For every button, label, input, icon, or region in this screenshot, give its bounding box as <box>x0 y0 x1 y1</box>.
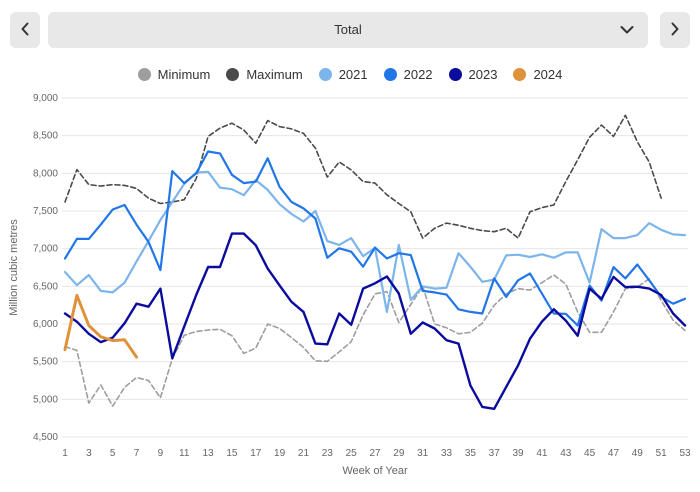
x-axis-tick-label: 11 <box>179 448 190 459</box>
x-axis-tick-label: 23 <box>322 448 334 459</box>
x-axis-tick-label: 25 <box>346 448 358 459</box>
legend-item-2023[interactable]: 2023 <box>448 66 498 82</box>
y-axis-tick-label: 8,000 <box>33 168 58 179</box>
chevron-right-icon <box>671 22 679 39</box>
y-axis-tick-label: 5,500 <box>33 357 58 368</box>
x-axis-tick-label: 5 <box>110 448 116 459</box>
x-axis-tick-label: 3 <box>86 448 92 459</box>
legend-marker-icon <box>226 67 240 81</box>
y-axis-tick-label: 7,000 <box>33 244 58 255</box>
y-axis-tick-label: 9,000 <box>33 93 58 104</box>
x-axis-tick-label: 19 <box>274 448 286 459</box>
legend-item-2022[interactable]: 2022 <box>383 66 433 82</box>
x-axis-tick-label: 15 <box>226 448 238 459</box>
x-axis-tick-label: 51 <box>656 448 668 459</box>
chevron-left-icon <box>21 22 29 39</box>
x-axis-tick-label: 45 <box>584 448 596 459</box>
x-axis-tick-label: 13 <box>203 448 215 459</box>
legend-item-minimum[interactable]: Minimum <box>137 66 211 82</box>
y-axis-tick-label: 6,000 <box>33 319 58 330</box>
chart-canvas: 4,500 5,000 5,500 6,000 6,500 7,000 7,500 8,000… <box>8 93 691 477</box>
x-axis-tick-label: 49 <box>632 448 644 459</box>
y-axis-tick-label: 7,500 <box>33 206 58 217</box>
y-axis-title: Million cubic metres <box>8 219 20 316</box>
x-axis-tick-label: 31 <box>417 448 429 459</box>
legend-item-2024[interactable]: 2024 <box>513 67 562 82</box>
x-axis-tick-label: 1 <box>62 448 68 459</box>
x-axis-tick-label: 37 <box>489 448 501 459</box>
x-axis-tick-label: 47 <box>608 448 620 459</box>
series-dropdown-value: Total <box>334 22 362 37</box>
x-axis-tick-label: 29 <box>393 448 405 459</box>
legend-label: Maximum <box>246 66 303 82</box>
y-axis-tick-label: 8,500 <box>33 131 58 142</box>
y-axis-tick-label: 5,000 <box>33 394 58 405</box>
series-line-minimum <box>64 274 686 407</box>
legend-marker-icon <box>137 67 151 81</box>
x-axis-tick-label: 35 <box>465 448 477 459</box>
y-axis-tick-label: 4,500 <box>33 432 58 443</box>
chart-legend: Minimum Maximum 2021 2022 2023 2024 <box>0 62 700 86</box>
legend-label: 2024 <box>533 66 563 82</box>
legend-item-2021[interactable]: 2021 <box>318 66 368 82</box>
legend-label: Minimum <box>157 66 211 82</box>
x-axis-tick-label: 9 <box>158 448 164 459</box>
x-axis-tick-label: 27 <box>369 448 381 459</box>
period-toolbar: Total <box>0 12 700 48</box>
chart-area: 4,500 5,000 5,500 6,000 6,500 7,000 7,500 8,000… <box>0 87 700 487</box>
x-axis-title: Week of Year <box>342 465 408 477</box>
prev-button[interactable] <box>10 12 40 48</box>
series-line-2024 <box>63 293 138 359</box>
chevron-down-icon <box>620 22 634 40</box>
x-axis-tick-label: 43 <box>560 448 572 459</box>
x-axis-tick-label: 21 <box>298 448 310 459</box>
legend-label: 2021 <box>338 66 368 82</box>
legend-item-maximum[interactable]: Maximum <box>226 66 303 82</box>
series-line-maximum <box>64 114 662 239</box>
x-axis-tick-label: 7 <box>134 448 140 459</box>
x-axis-tick-label: 33 <box>441 448 453 459</box>
legend-marker-icon <box>448 67 462 81</box>
x-axis-tick-label: 41 <box>536 448 548 459</box>
legend-marker-icon <box>513 67 527 81</box>
x-axis-tick-label: 17 <box>250 448 262 459</box>
y-axis-tick-label: 6,500 <box>33 281 58 292</box>
series-line-2023 <box>63 232 687 410</box>
x-axis-tick-label: 53 <box>679 448 691 459</box>
legend-label: 2022 <box>403 66 433 82</box>
x-axis-tick-label: 39 <box>513 448 525 459</box>
legend-label: 2023 <box>468 66 498 82</box>
series-line-2022 <box>63 150 687 327</box>
next-button[interactable] <box>660 12 690 48</box>
series-dropdown[interactable]: Total <box>48 12 648 48</box>
legend-marker-icon <box>318 67 332 81</box>
legend-marker-icon <box>383 67 397 81</box>
